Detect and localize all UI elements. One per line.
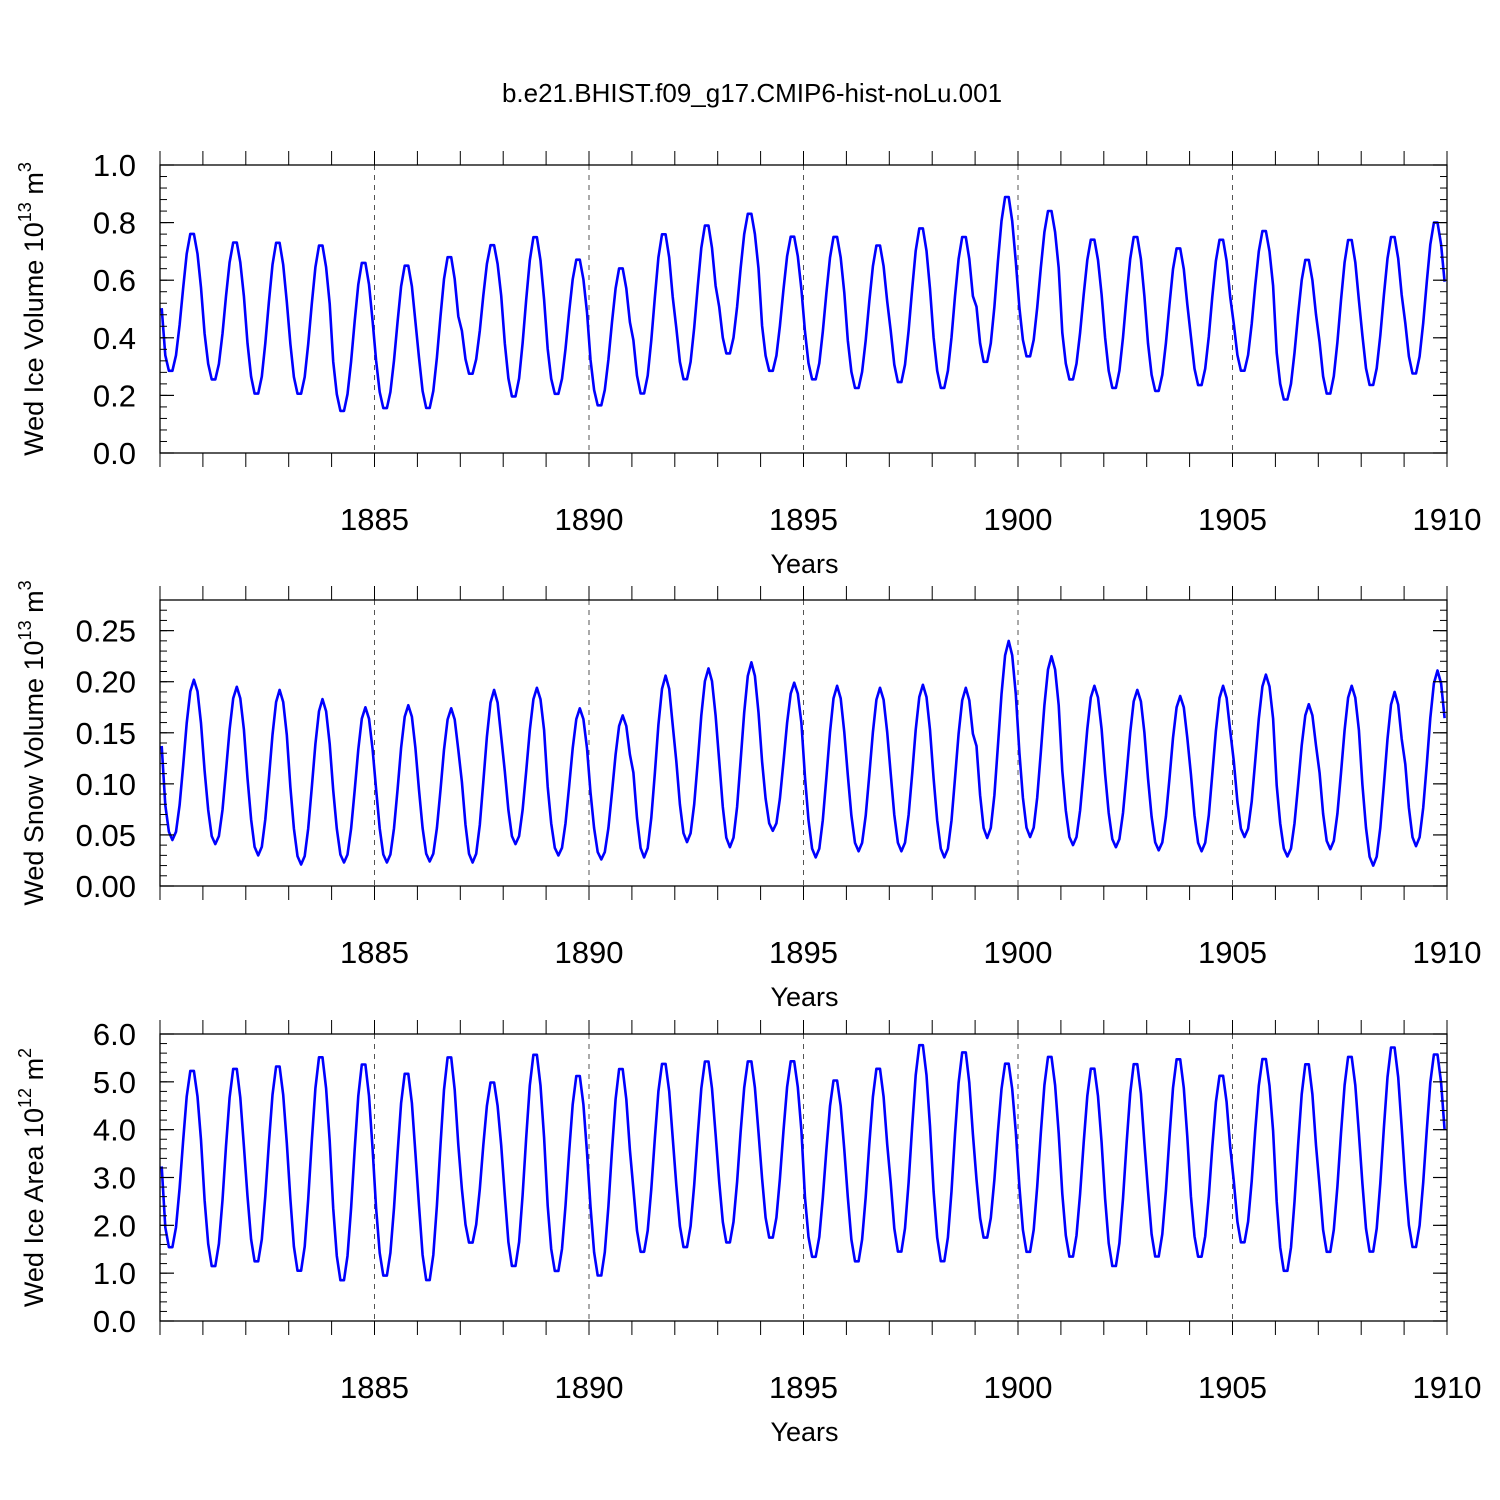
y-tick-label: 0.8 bbox=[93, 206, 136, 241]
x-axis-title: Years bbox=[770, 982, 838, 1012]
x-tick-label: 1885 bbox=[340, 502, 409, 537]
series-line bbox=[160, 195, 1446, 413]
x-tick-label: 1910 bbox=[1413, 1370, 1482, 1405]
y-tick-label: 0.10 bbox=[76, 767, 136, 802]
y-tick-label: 0.15 bbox=[76, 716, 136, 751]
x-tick-label: 1900 bbox=[984, 935, 1053, 970]
series-line bbox=[160, 1043, 1446, 1282]
y-axis-title-main: Wed Snow Volume 10 bbox=[19, 640, 49, 905]
x-tick-label: 1910 bbox=[1413, 502, 1482, 537]
chart-panel-1: 0.0 0.2 0.4 0.6 0.8 1.0 1885 1890 1895 1900 1905 19… bbox=[15, 148, 1481, 579]
y-tick-label: 3.0 bbox=[93, 1161, 136, 1196]
y-tick-label: 0.2 bbox=[93, 378, 136, 413]
y-tick-label: 6.0 bbox=[93, 1017, 136, 1052]
x-tick-label: 1905 bbox=[1198, 935, 1267, 970]
x-tick-label: 1905 bbox=[1198, 502, 1267, 537]
y-tick-label: 0.4 bbox=[93, 321, 136, 356]
y-tick-label: 1.0 bbox=[93, 1256, 136, 1291]
y-tick-label: 0.6 bbox=[93, 263, 136, 298]
chart-panel-3: 0.0 1.0 2.0 3.0 4.0 5.0 6.0 1885 1890 1895 1900 190… bbox=[15, 1017, 1481, 1447]
y-axis-title-main: Wed Ice Area 10 bbox=[19, 1108, 49, 1307]
y-axis-title-unit: m bbox=[19, 590, 49, 620]
series-line bbox=[160, 639, 1446, 867]
x-tick-label: 1895 bbox=[769, 502, 838, 537]
y-axis-title: Wed Ice Area 1012 m2 bbox=[15, 1048, 49, 1307]
y-axis-title: Wed Snow Volume 1013 m3 bbox=[15, 580, 49, 905]
x-tick-label: 1890 bbox=[555, 502, 624, 537]
y-axis-title-unit-exp: 3 bbox=[15, 580, 35, 590]
y-tick-label: 1.0 bbox=[93, 148, 136, 183]
x-tick-label: 1890 bbox=[555, 1370, 624, 1405]
y-axis-title-main: Wed Ice Volume 10 bbox=[19, 222, 49, 456]
figure-title: b.e21.BHIST.f09_g17.CMIP6-hist-noLu.001 bbox=[502, 78, 1002, 108]
y-axis-title-unit: m bbox=[19, 1058, 49, 1088]
x-tick-label: 1890 bbox=[555, 935, 624, 970]
y-tick-label: 4.0 bbox=[93, 1113, 136, 1148]
x-tick-label: 1885 bbox=[340, 1370, 409, 1405]
y-tick-label: 0.20 bbox=[76, 665, 136, 700]
y-axis-title-exp: 12 bbox=[15, 1088, 35, 1108]
y-axis-title-exp: 13 bbox=[15, 620, 35, 640]
y-tick-label: 0.00 bbox=[76, 869, 136, 904]
y-tick-label: 2.0 bbox=[93, 1208, 136, 1243]
y-tick-label: 0.0 bbox=[93, 1304, 136, 1339]
y-axis-title-unit: m bbox=[19, 172, 49, 202]
x-tick-label: 1905 bbox=[1198, 1370, 1267, 1405]
x-axis-title: Years bbox=[770, 549, 838, 579]
x-tick-label: 1900 bbox=[984, 502, 1053, 537]
y-axis-title: Wed Ice Volume 1013 m3 bbox=[15, 162, 49, 456]
y-tick-label: 0.0 bbox=[93, 436, 136, 471]
x-tick-label: 1900 bbox=[984, 1370, 1053, 1405]
x-tick-label: 1895 bbox=[769, 935, 838, 970]
x-axis-title: Years bbox=[770, 1417, 838, 1447]
x-tick-label: 1885 bbox=[340, 935, 409, 970]
y-tick-label: 0.05 bbox=[76, 818, 136, 853]
y-tick-label: 5.0 bbox=[93, 1065, 136, 1100]
y-tick-label: 0.25 bbox=[76, 614, 136, 649]
y-axis-title-exp: 13 bbox=[15, 202, 35, 222]
chart-panel-2: 0.00 0.05 0.10 0.15 0.20 0.25 1885 1890 1895 1900… bbox=[15, 580, 1481, 1012]
x-tick-label: 1895 bbox=[769, 1370, 838, 1405]
y-axis-title-unit-exp: 2 bbox=[15, 1048, 35, 1058]
x-tick-label: 1910 bbox=[1413, 935, 1482, 970]
y-axis-title-unit-exp: 3 bbox=[15, 162, 35, 172]
